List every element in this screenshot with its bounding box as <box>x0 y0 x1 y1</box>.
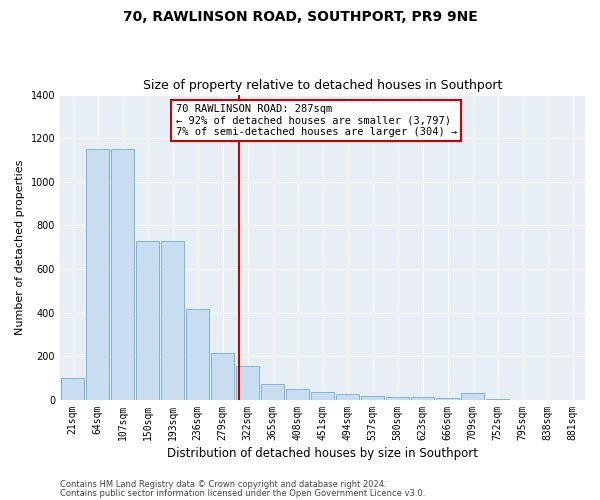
Bar <box>86 149 109 400</box>
Bar <box>136 240 159 400</box>
Bar <box>161 240 184 400</box>
Bar <box>361 396 384 400</box>
Bar <box>261 384 284 400</box>
Text: 70, RAWLINSON ROAD, SOUTHPORT, PR9 9NE: 70, RAWLINSON ROAD, SOUTHPORT, PR9 9NE <box>122 10 478 24</box>
Bar <box>436 398 459 400</box>
Bar <box>386 396 409 400</box>
Bar <box>111 149 134 400</box>
Bar <box>311 392 334 400</box>
Text: Contains public sector information licensed under the Open Government Licence v3: Contains public sector information licen… <box>60 489 425 498</box>
Bar <box>211 353 234 400</box>
Bar <box>461 394 484 400</box>
Text: 70 RAWLINSON ROAD: 287sqm
← 92% of detached houses are smaller (3,797)
7% of sem: 70 RAWLINSON ROAD: 287sqm ← 92% of detac… <box>176 104 457 137</box>
Bar <box>411 396 434 400</box>
X-axis label: Distribution of detached houses by size in Southport: Distribution of detached houses by size … <box>167 447 478 460</box>
Bar <box>61 378 84 400</box>
Bar <box>286 389 309 400</box>
Bar <box>186 310 209 400</box>
Bar <box>486 399 509 400</box>
Bar <box>336 394 359 400</box>
Title: Size of property relative to detached houses in Southport: Size of property relative to detached ho… <box>143 79 502 92</box>
Text: Contains HM Land Registry data © Crown copyright and database right 2024.: Contains HM Land Registry data © Crown c… <box>60 480 386 489</box>
Y-axis label: Number of detached properties: Number of detached properties <box>15 160 25 335</box>
Bar <box>236 366 259 400</box>
